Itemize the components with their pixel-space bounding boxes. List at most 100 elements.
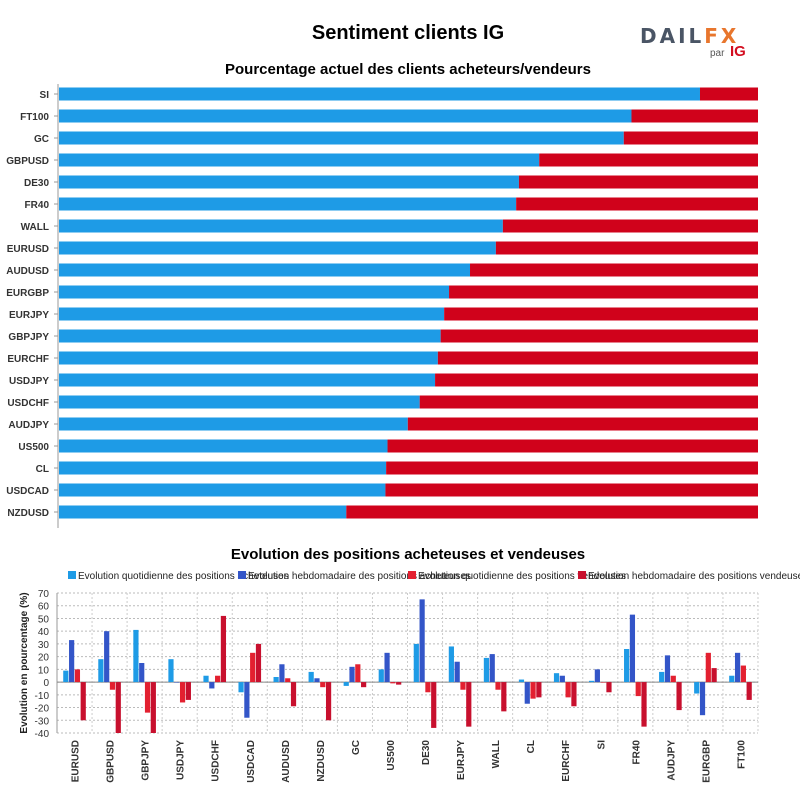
y-tick-label: 30 xyxy=(38,640,50,651)
change-bar xyxy=(530,682,536,699)
y-tick-label: 10 xyxy=(38,665,50,676)
top-tick-label: SI xyxy=(40,90,50,101)
change-bar xyxy=(635,682,641,697)
change-bar xyxy=(501,682,507,712)
short-bar xyxy=(502,219,758,233)
x-tick-label: FT100 xyxy=(736,740,747,769)
legend-label: Evolution hebdomadaire des positions ach… xyxy=(248,571,471,582)
change-bar xyxy=(431,682,437,728)
x-tick-label: DE30 xyxy=(421,740,432,765)
long-bar xyxy=(59,153,540,167)
long-bar xyxy=(59,395,420,409)
x-tick-label: FR40 xyxy=(631,740,642,765)
change-bar xyxy=(588,680,595,683)
short-bar xyxy=(470,263,758,277)
change-bar xyxy=(734,652,741,683)
change-bar xyxy=(109,682,116,690)
change-bar xyxy=(641,682,647,727)
change-bar xyxy=(273,677,279,683)
short-bar xyxy=(419,395,758,409)
short-bar xyxy=(449,285,758,299)
change-bar xyxy=(63,670,69,683)
short-bar xyxy=(631,109,758,123)
change-bar xyxy=(705,652,711,683)
change-bar xyxy=(746,682,752,700)
long-bar xyxy=(59,197,517,211)
change-bar xyxy=(659,671,665,683)
change-bar xyxy=(98,659,104,683)
long-bar xyxy=(59,219,503,233)
x-tick-label: AUDJPY xyxy=(666,740,677,781)
top-tick-label: FT100 xyxy=(20,112,49,123)
change-bar xyxy=(676,682,682,711)
change-bar xyxy=(571,682,577,707)
x-tick-label: CL xyxy=(526,740,537,753)
change-bar xyxy=(495,682,501,690)
change-bar xyxy=(454,661,460,683)
x-tick-label: GBPJPY xyxy=(141,740,152,781)
change-bar xyxy=(413,643,419,683)
change-bar xyxy=(594,669,600,683)
top-tick-label: GBPUSD xyxy=(6,156,49,167)
short-bar xyxy=(623,131,758,145)
logo-brand: DAILYFX xyxy=(640,24,740,48)
short-bar xyxy=(435,373,758,387)
change-bar xyxy=(285,678,291,683)
change-bar xyxy=(174,682,180,683)
y-tick-label: -30 xyxy=(35,716,50,727)
change-bar xyxy=(419,599,425,683)
short-bar xyxy=(516,197,758,211)
change-bar xyxy=(740,665,746,683)
legend-swatch xyxy=(68,571,76,579)
change-bar xyxy=(325,682,332,721)
long-bar xyxy=(59,329,441,343)
change-bar xyxy=(606,682,612,693)
y-tick-label: 60 xyxy=(38,602,50,613)
change-bar xyxy=(384,652,390,683)
change-bar xyxy=(670,675,676,683)
change-bar xyxy=(215,675,221,683)
x-tick-label: SI xyxy=(596,740,607,750)
legend-swatch xyxy=(238,571,246,579)
top-tick-label: US500 xyxy=(18,442,49,453)
top-tick-label: EURUSD xyxy=(7,244,49,255)
change-bar xyxy=(624,649,630,683)
change-bar xyxy=(179,682,186,703)
long-bar xyxy=(59,175,519,189)
change-bar xyxy=(361,682,367,688)
change-bar xyxy=(448,646,454,683)
top-tick-label: AUDUSD xyxy=(6,266,49,277)
change-bar xyxy=(699,682,706,716)
change-bar xyxy=(396,682,402,685)
change-bar xyxy=(694,682,700,694)
change-bar xyxy=(355,664,361,683)
change-bar xyxy=(220,615,227,683)
top-tick-label: DE30 xyxy=(24,178,49,189)
change-bar xyxy=(320,682,326,688)
long-bar xyxy=(59,109,632,123)
long-bar xyxy=(59,417,408,431)
change-bar xyxy=(104,631,110,683)
change-bar xyxy=(168,659,174,683)
short-bar xyxy=(440,329,758,343)
top-tick-label: USDCAD xyxy=(6,486,49,497)
change-bar xyxy=(664,655,671,683)
change-bar xyxy=(483,657,490,683)
change-bar xyxy=(144,682,151,713)
change-bar xyxy=(133,629,139,683)
x-tick-label: EURCHF xyxy=(561,740,572,782)
top-tick-label: USDJPY xyxy=(9,376,49,387)
change-bar xyxy=(489,654,495,683)
top-tick-label: CL xyxy=(36,464,49,475)
change-bar xyxy=(553,673,560,683)
short-bar xyxy=(386,461,758,475)
short-bar xyxy=(699,87,758,101)
change-bar xyxy=(729,675,735,683)
long-bar xyxy=(59,87,700,101)
top-tick-label: AUDJPY xyxy=(8,420,49,431)
short-bar xyxy=(437,351,758,365)
change-bar xyxy=(378,669,384,683)
x-tick-label: USDCHF xyxy=(211,740,222,782)
change-bar xyxy=(74,669,81,683)
change-bar xyxy=(80,682,86,721)
